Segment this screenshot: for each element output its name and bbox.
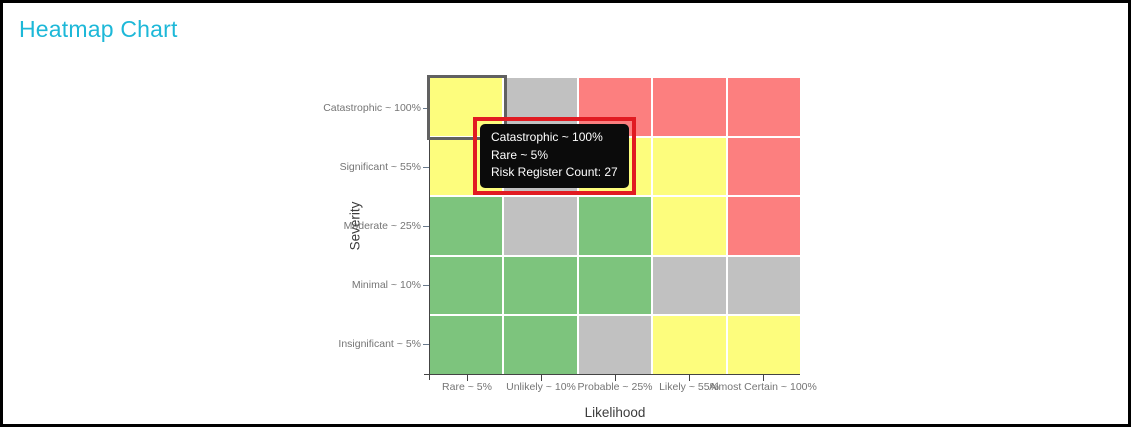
heatmap-cell[interactable] (653, 256, 726, 315)
heatmap-cell[interactable] (578, 197, 652, 255)
x-axis-tick (467, 375, 468, 381)
heatmap-cell[interactable] (727, 197, 800, 255)
heatmap-cell[interactable] (727, 316, 800, 374)
heatmap-cell[interactable] (727, 256, 800, 315)
y-axis-line (429, 78, 430, 380)
page-title: Heatmap Chart (19, 16, 178, 42)
x-axis-tick-label: Probable ~ 25% (577, 381, 653, 393)
x-axis-tick (763, 375, 764, 381)
heatmap-cell[interactable] (578, 256, 652, 315)
y-axis-tick (423, 226, 429, 227)
tooltip-highlight-box: Catastrophic ~ 100% Rare ~ 5% Risk Regis… (473, 117, 636, 195)
heatmap-cell[interactable] (504, 316, 577, 374)
heatmap-cell[interactable] (504, 256, 577, 315)
heatmap-cell[interactable] (430, 316, 503, 374)
heatmap-cell[interactable] (504, 197, 577, 255)
heatmap-cell[interactable] (430, 197, 503, 255)
heatmap-cell[interactable] (727, 137, 800, 196)
tooltip-count-line: Risk Register Count: 27 (491, 165, 618, 179)
heatmap-cell[interactable] (653, 78, 726, 136)
x-axis-tick-label: Unlikely ~ 10% (506, 381, 576, 393)
heatmap-cell[interactable] (430, 256, 503, 315)
heatmap-cell[interactable] (653, 197, 726, 255)
x-axis-tick-label: Almost Certain ~ 100% (709, 381, 817, 393)
tooltip-severity-line: Catastrophic ~ 100% (491, 130, 603, 144)
heatmap-cell[interactable] (578, 316, 652, 374)
y-axis-tick (423, 344, 429, 345)
x-axis-tick (541, 375, 542, 381)
y-axis-tick-label: Significant ~ 55% (339, 160, 421, 173)
heatmap-cell[interactable] (653, 316, 726, 374)
x-axis-tick-label: Rare ~ 5% (442, 381, 492, 393)
tooltip: Catastrophic ~ 100% Rare ~ 5% Risk Regis… (480, 124, 629, 188)
y-axis-tick-label: Catastrophic ~ 100% (323, 101, 421, 114)
y-axis-tick (423, 167, 429, 168)
y-axis-tick-label: Minimal ~ 10% (351, 279, 421, 292)
tooltip-likelihood-line: Rare ~ 5% (491, 147, 549, 162)
x-axis-tick-label: Likely ~ 55% (659, 381, 719, 393)
heatmap-cell[interactable] (727, 78, 800, 136)
x-axis-title: Likelihood (584, 405, 646, 420)
y-axis-tick (423, 108, 429, 109)
x-axis-tick (689, 375, 690, 381)
y-axis-tick (423, 285, 429, 286)
y-axis-tick-label: Moderate ~ 25% (343, 220, 421, 232)
heatmap-cell[interactable] (653, 137, 726, 196)
x-axis-line (424, 374, 800, 375)
y-axis-tick-label: Insignificant ~ 5% (338, 338, 421, 351)
x-axis-tick (615, 375, 616, 381)
